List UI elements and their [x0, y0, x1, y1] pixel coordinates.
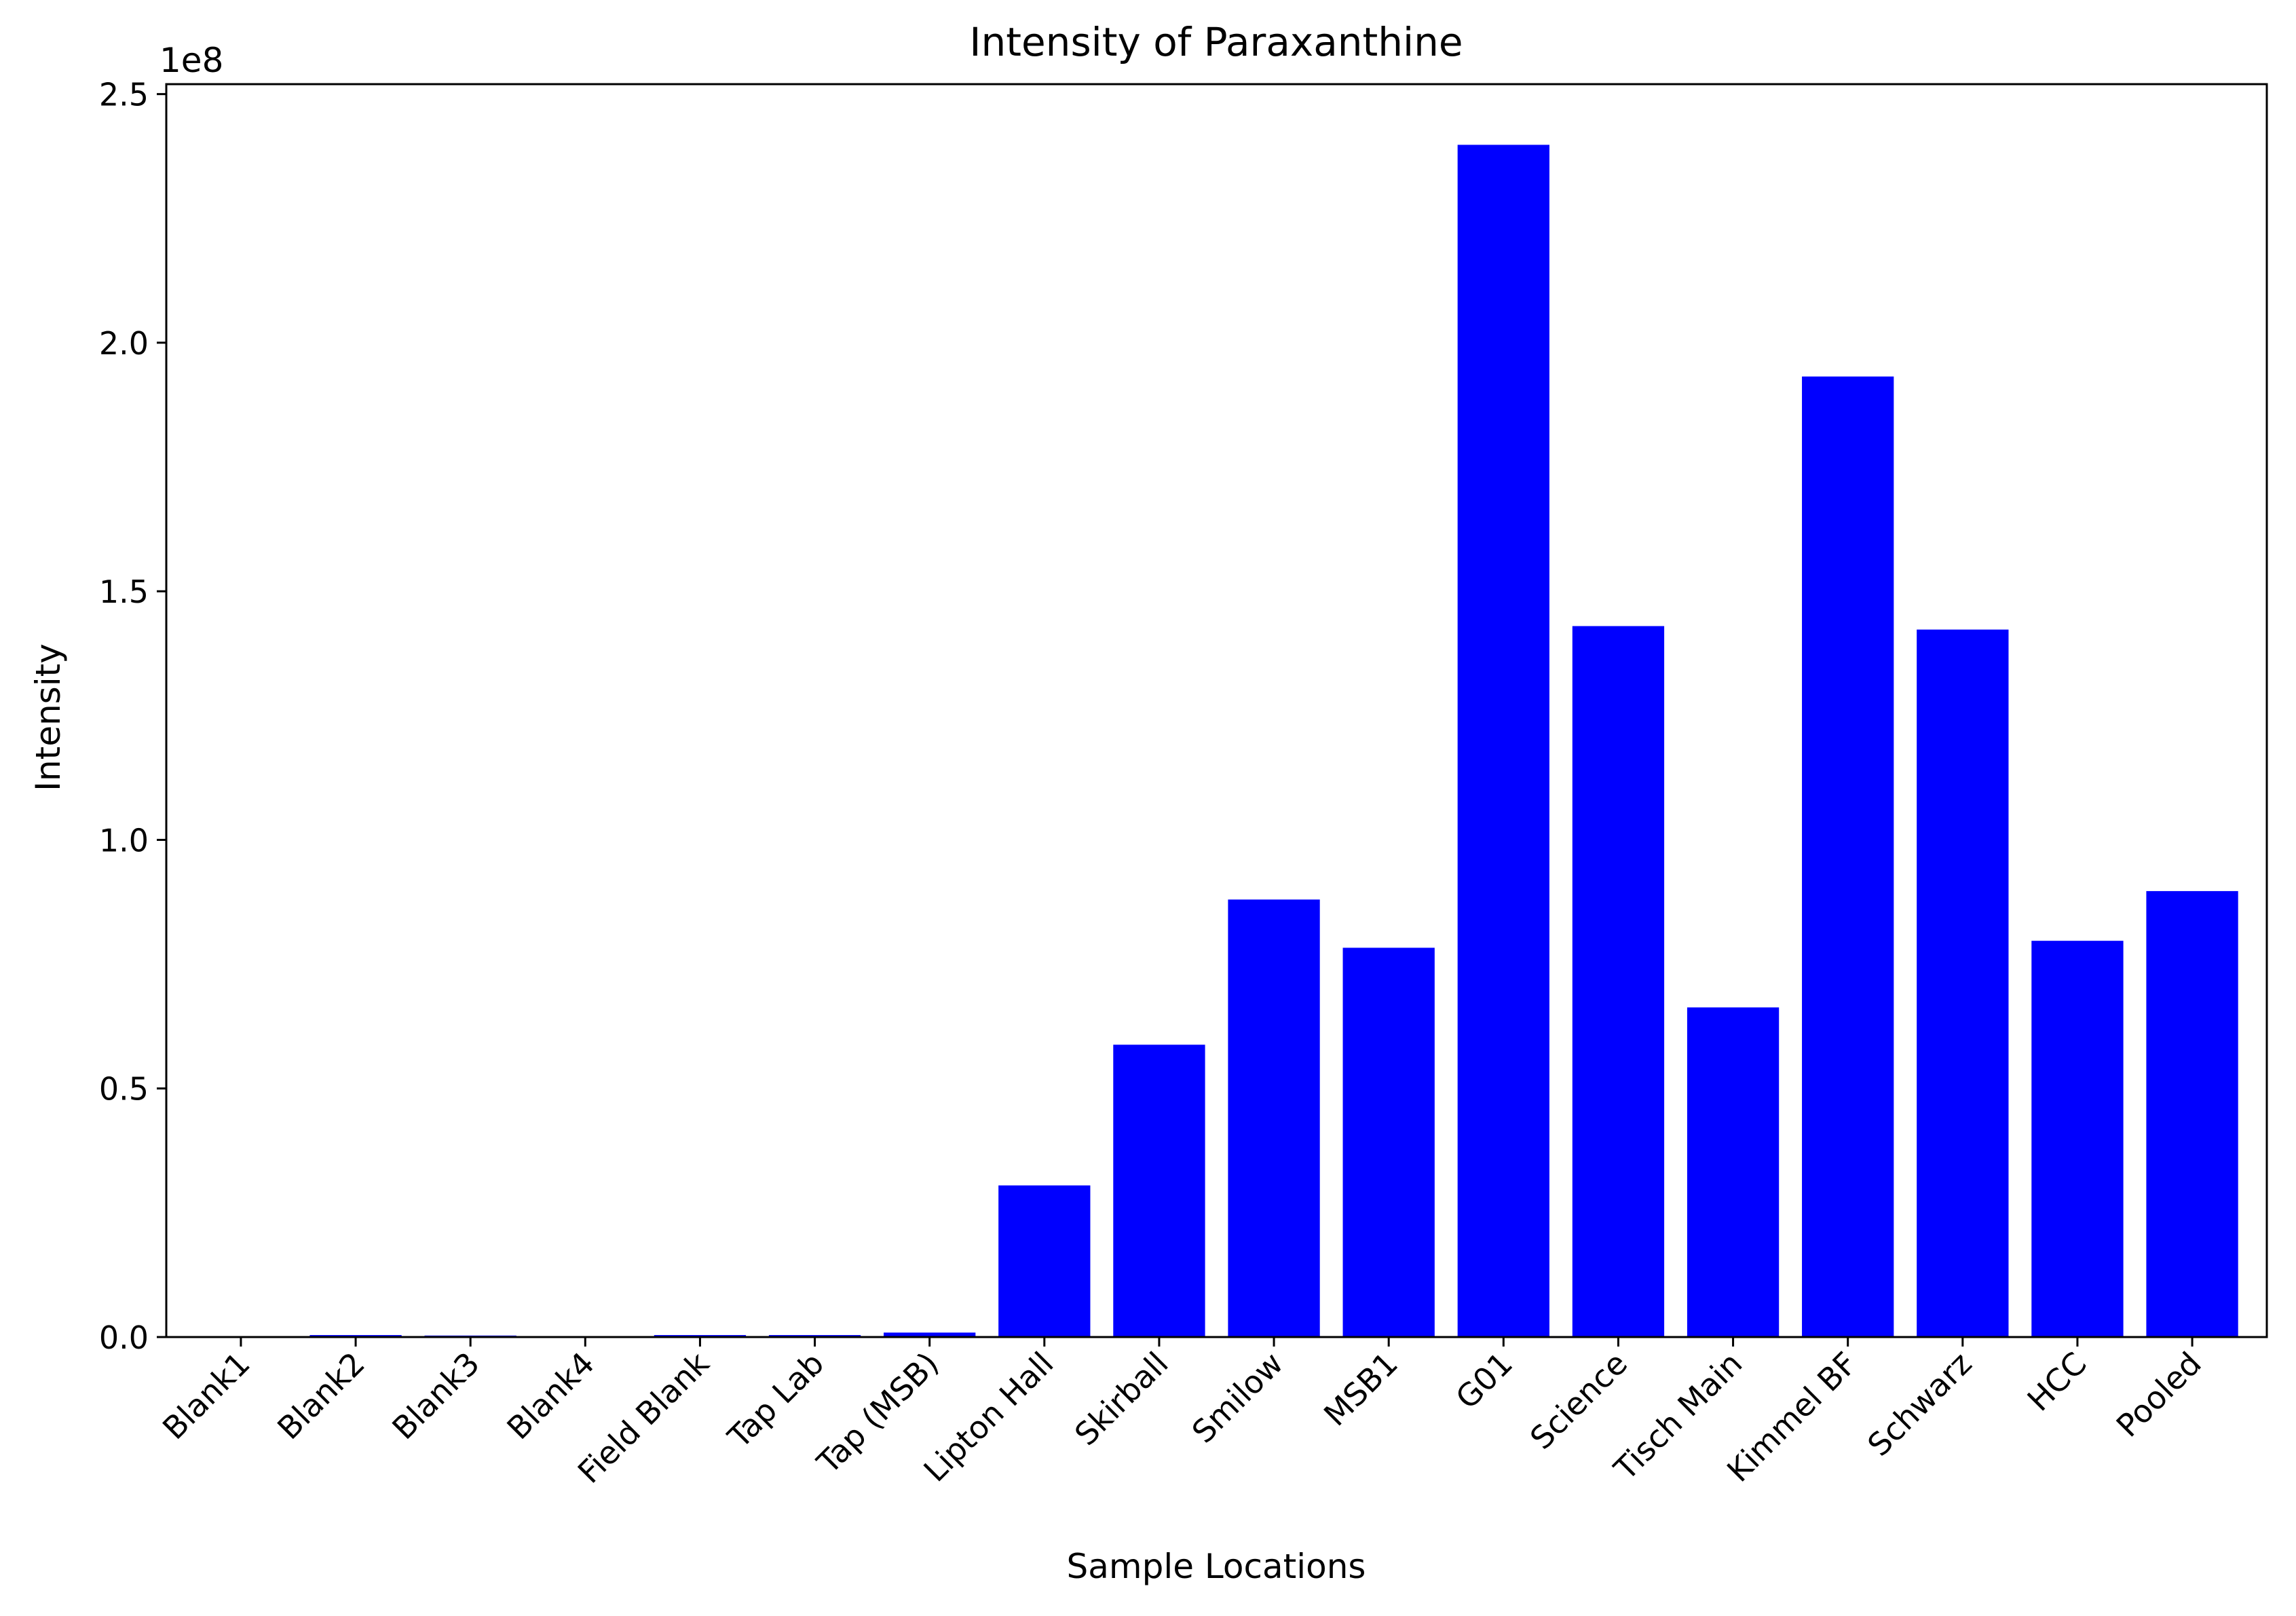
bar-kimmel-bf: [1802, 376, 1894, 1337]
chart-title: Intensity of Paraxanthine: [969, 19, 1463, 65]
x-tick-label: G01: [1448, 1345, 1520, 1416]
x-tick-label: Blank1: [155, 1345, 257, 1447]
x-tick-label: HCC: [2020, 1345, 2094, 1418]
bar-msb1: [1342, 947, 1435, 1337]
bar-science: [1572, 626, 1665, 1337]
axes-layer: [165, 83, 2268, 1338]
bar-tap-msb: [884, 1332, 976, 1337]
y-tick-label: 2.0: [99, 325, 149, 362]
x-tick-label: MSB1: [1317, 1345, 1405, 1433]
x-tick-label: Schwarz: [1860, 1345, 1978, 1463]
x-tick-label: Pooled: [2109, 1345, 2208, 1444]
bar-hcc: [2031, 941, 2124, 1337]
y-tick-label: 1.5: [99, 574, 149, 610]
bars-layer: [195, 145, 2238, 1338]
x-tick-label: Blank2: [270, 1345, 372, 1447]
x-tick-label: Blank4: [500, 1345, 601, 1447]
bar-schwarz: [1917, 629, 2009, 1338]
y-ticks: 0.0 0.5 1.0 1.5 2.0 2.5: [99, 77, 166, 1356]
x-tick-label: Skirball: [1068, 1345, 1175, 1453]
y-tick-label: 1.0: [99, 822, 149, 859]
x-axis-label: Sample Locations: [1067, 1547, 1366, 1586]
bar-g01: [1457, 145, 1549, 1337]
y-tick-label: 0.0: [99, 1319, 149, 1356]
x-tick-label: Tap Lab: [720, 1345, 831, 1456]
plot-frame: [165, 83, 2268, 1338]
y-offset-label: 1e8: [159, 41, 223, 80]
y-tick-label: 2.5: [99, 77, 149, 113]
x-tick-label: Science: [1523, 1345, 1634, 1457]
y-tick-label: 0.5: [99, 1071, 149, 1108]
bar-pooled: [2146, 890, 2238, 1337]
x-tick-label: Blank3: [385, 1345, 487, 1447]
y-axis-label: Intensity: [29, 643, 68, 791]
bar-skirball: [1113, 1045, 1205, 1337]
x-tick-label: Smilow: [1185, 1345, 1290, 1450]
bar-smilow: [1228, 899, 1320, 1337]
bar-tisch-main: [1687, 1007, 1780, 1337]
bar-lipton-hall: [998, 1185, 1091, 1337]
